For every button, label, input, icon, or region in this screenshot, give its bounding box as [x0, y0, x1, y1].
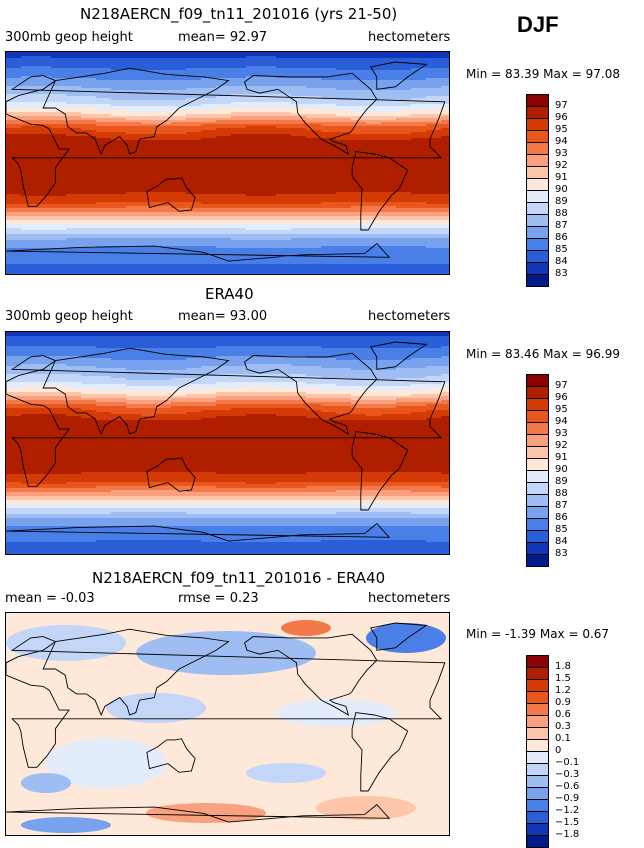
panel1-mean: mean= 92.97 [178, 30, 267, 45]
field-cell [216, 274, 232, 275]
field-cell [306, 272, 322, 275]
field-cell [66, 272, 82, 275]
panel2-mean: mean= 93.00 [178, 309, 267, 324]
field-cell [111, 272, 127, 275]
field-cell [306, 274, 322, 275]
field-cell [411, 274, 427, 275]
field-cell [96, 274, 112, 275]
field-cell [36, 274, 52, 275]
colorbar-label: 87 [555, 221, 568, 231]
colorbar-label: 93 [555, 149, 568, 159]
panel2-map [5, 331, 450, 555]
field-cell [141, 274, 157, 275]
panel1-minmax: Min = 83.39 Max = 97.08 [466, 67, 620, 81]
field-cell [21, 272, 37, 275]
field-cell [36, 272, 52, 275]
field-cell [156, 272, 172, 275]
panel2-units: hectometers [368, 309, 450, 324]
field-cell [246, 272, 262, 275]
field-cell [126, 272, 142, 275]
field-cell [411, 272, 427, 275]
field-cell [261, 272, 277, 275]
field-cell [171, 274, 187, 275]
field-cell [51, 272, 67, 275]
field-cell [381, 274, 397, 275]
field-cell [111, 274, 127, 275]
colorbar-label: 86 [555, 233, 568, 243]
field-cell [396, 274, 412, 275]
colorbar-label: 88 [555, 209, 568, 219]
colorbar-label: 95 [555, 125, 568, 135]
field-cell [366, 274, 382, 275]
field-cell [441, 272, 450, 275]
field-cell [81, 274, 97, 275]
colorbar-label: 89 [555, 197, 568, 207]
field-cell [186, 274, 202, 275]
field-cell [216, 272, 232, 275]
colorbar-label: 97 [555, 101, 568, 111]
field-cell [51, 274, 67, 275]
panel1-title: N218AERCN_f09_tn11_201016 (yrs 21-50) [80, 5, 397, 23]
field-cell [201, 272, 217, 275]
field-cell [441, 274, 450, 275]
field-cell [141, 272, 157, 275]
panel2-map-canvas [6, 332, 450, 555]
field-cell [231, 274, 247, 275]
field-cell [366, 272, 382, 275]
panel2-title: ERA40 [205, 285, 254, 303]
panel2-variable: 300mb geop height [5, 309, 133, 324]
field-cell [426, 274, 442, 275]
field-cell [96, 272, 112, 275]
field-cell [351, 272, 367, 275]
panel1-variable: 300mb geop height [5, 30, 133, 45]
field-cell [276, 274, 292, 275]
field-cell [201, 274, 217, 275]
panel2-minmax: Min = 83.46 Max = 96.99 [466, 347, 620, 361]
field-cell [156, 274, 172, 275]
field-cell [396, 272, 412, 275]
field-cell [81, 272, 97, 275]
field-cell [336, 272, 352, 275]
field-cell [6, 272, 22, 275]
field-cell [426, 272, 442, 275]
colorbar-label: 85 [555, 245, 568, 255]
colorbar-label: 83 [555, 269, 568, 279]
colorbar-label: 94 [555, 137, 568, 147]
field-cell [351, 274, 367, 275]
field-cell [381, 272, 397, 275]
field-cell [231, 272, 247, 275]
field-cell [321, 274, 337, 275]
panel1-map-canvas [6, 52, 450, 275]
field-cell [21, 274, 37, 275]
field-cell [321, 272, 337, 275]
panel1-map [5, 51, 450, 275]
field-cell [291, 272, 307, 275]
colorbar-label: 84 [555, 257, 568, 267]
field-cell [246, 274, 262, 275]
field-cell [291, 274, 307, 275]
panel1-units: hectometers [368, 30, 450, 45]
colorbar-label: 92 [555, 161, 568, 171]
field-cell [6, 274, 22, 275]
field-cell [186, 272, 202, 275]
field-cell [126, 274, 142, 275]
field-cell [66, 274, 82, 275]
field-cell [171, 272, 187, 275]
colorbar-label: 96 [555, 113, 568, 123]
field-cell [336, 274, 352, 275]
field-cell [276, 272, 292, 275]
colorbar-label: 90 [555, 185, 568, 195]
field-cell [261, 274, 277, 275]
season-label: DJF [517, 12, 559, 38]
colorbar-swatch [526, 274, 549, 287]
colorbar-label: 91 [555, 173, 568, 183]
